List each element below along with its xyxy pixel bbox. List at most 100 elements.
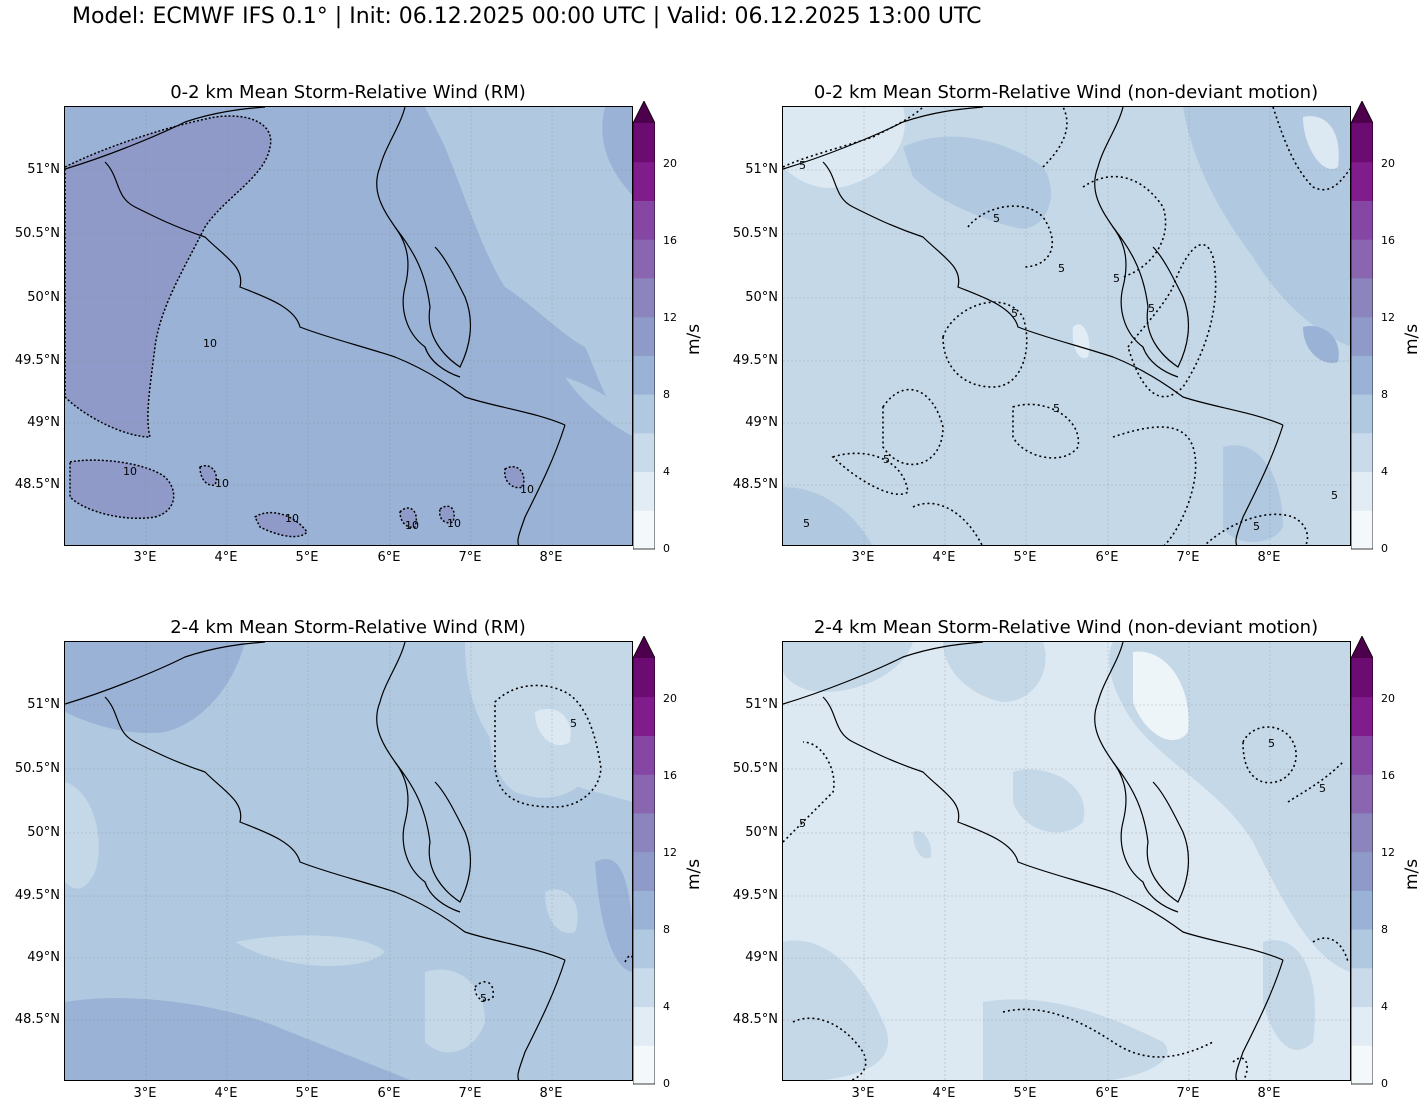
colorbar-band bbox=[1351, 355, 1373, 395]
lat-label: 50°N bbox=[745, 825, 778, 840]
lon-label: 3°E bbox=[851, 550, 875, 565]
colorbar bbox=[1350, 635, 1374, 1086]
map-area[interactable]: 5 5 5 5 5 5 5 5 5 5 5 bbox=[782, 106, 1351, 546]
lat-label: 51°N bbox=[745, 162, 778, 177]
colorbar-band bbox=[633, 735, 655, 775]
lat-label: 49.5°N bbox=[732, 353, 778, 368]
lat-label: 49.5°N bbox=[732, 888, 778, 903]
contour-label: 5 bbox=[993, 212, 1000, 225]
colorbar-band bbox=[633, 1045, 655, 1085]
colorbar-band bbox=[633, 355, 655, 395]
lat-label: 50.5°N bbox=[732, 226, 778, 241]
colorbar-tick: 4 bbox=[663, 465, 670, 478]
colorbar-band bbox=[633, 967, 655, 1008]
colorbar-band bbox=[1351, 123, 1373, 163]
colorbar-outline bbox=[1350, 635, 1374, 1085]
colorbar-band bbox=[633, 161, 655, 201]
colorbar-band bbox=[633, 851, 655, 891]
lat-label: 50.5°N bbox=[14, 226, 60, 241]
colorbar bbox=[1350, 100, 1374, 551]
contour-label: 5 bbox=[1253, 520, 1260, 533]
lon-label: 3°E bbox=[133, 1086, 157, 1101]
lon-label: 5°E bbox=[295, 550, 319, 565]
colorbar-tick: 16 bbox=[663, 234, 677, 247]
colorbar-tick: 0 bbox=[663, 542, 670, 555]
lat-label: 48.5°N bbox=[732, 1012, 778, 1027]
colorbar-band bbox=[1351, 890, 1373, 930]
colorbar-extend-arrow bbox=[1351, 101, 1373, 123]
colorbar-tick: 8 bbox=[1381, 923, 1388, 936]
lon-label: 6°E bbox=[377, 1086, 401, 1101]
lon-label: 8°E bbox=[1257, 1086, 1281, 1101]
colorbar-band bbox=[1351, 1045, 1373, 1085]
lon-label: 8°E bbox=[539, 550, 563, 565]
colorbar-band bbox=[1351, 239, 1373, 279]
contour-label: 5 bbox=[570, 717, 577, 730]
colorbar-band bbox=[633, 658, 655, 698]
lon-label: 7°E bbox=[1176, 1086, 1200, 1101]
colorbar-tick: 0 bbox=[1381, 1077, 1388, 1090]
panel-title: 0-2 km Mean Storm-Relative Wind (non-dev… bbox=[813, 82, 1319, 103]
lon-label: 7°E bbox=[1176, 550, 1200, 565]
colorbar-band bbox=[1351, 735, 1373, 775]
colorbar-tick: 0 bbox=[663, 1077, 670, 1090]
colorbar-band bbox=[1351, 774, 1373, 814]
lon-label: 5°E bbox=[1013, 1086, 1037, 1101]
lon-label: 3°E bbox=[851, 1086, 875, 1101]
lon-label: 8°E bbox=[1257, 550, 1281, 565]
lat-label: 50.5°N bbox=[14, 761, 60, 776]
colorbar-band bbox=[633, 200, 655, 240]
contour-label: 10 bbox=[405, 519, 419, 532]
colorbar-outline bbox=[1350, 100, 1374, 550]
lon-label: 6°E bbox=[1095, 1086, 1119, 1101]
contour-label: 10 bbox=[447, 517, 461, 530]
colorbar-label: m/s bbox=[1402, 323, 1422, 355]
lon-label: 3°E bbox=[133, 550, 157, 565]
panel-title: 2-4 km Mean Storm-Relative Wind (non-dev… bbox=[813, 617, 1319, 638]
contour-label: 5 bbox=[1319, 782, 1326, 795]
contour-label: 5 bbox=[883, 453, 890, 466]
lon-label: 5°E bbox=[295, 1086, 319, 1101]
map-area[interactable]: 5 5 5 bbox=[782, 641, 1351, 1081]
colorbar-band bbox=[633, 510, 655, 550]
colorbar-extend-arrow bbox=[633, 636, 655, 658]
colorbar-band bbox=[1351, 967, 1373, 1008]
colorbar-tick: 4 bbox=[1381, 465, 1388, 478]
lat-label: 51°N bbox=[27, 697, 60, 712]
colorbar-tick: 12 bbox=[663, 311, 677, 324]
map-area[interactable]: 10 10 10 10 10 10 10 bbox=[64, 106, 633, 546]
colorbar-tick: 0 bbox=[1381, 542, 1388, 555]
colorbar-band bbox=[633, 696, 655, 736]
colorbar-tick: 20 bbox=[663, 157, 677, 170]
lon-label: 4°E bbox=[932, 550, 956, 565]
colorbar-band bbox=[1351, 432, 1373, 473]
colorbar-band bbox=[633, 774, 655, 814]
colorbar-extend-arrow bbox=[633, 101, 655, 123]
colorbar-tick: 20 bbox=[1381, 157, 1395, 170]
contour-label: 5 bbox=[1113, 272, 1120, 285]
panel-title: 2-4 km Mean Storm-Relative Wind (RM) bbox=[170, 617, 526, 638]
figure-title: Model: ECMWF IFS 0.1° | Init: 06.12.2025… bbox=[72, 4, 982, 29]
contour-label: 5 bbox=[1053, 402, 1060, 415]
colorbar-tick: 4 bbox=[1381, 1000, 1388, 1013]
lat-label: 48.5°N bbox=[14, 477, 60, 492]
colorbar-tick: 12 bbox=[663, 846, 677, 859]
lon-label: 5°E bbox=[1013, 550, 1037, 565]
colorbar-outline bbox=[632, 635, 656, 1085]
colorbar-tick: 16 bbox=[663, 769, 677, 782]
colorbar-band bbox=[633, 432, 655, 473]
contour-label: 10 bbox=[123, 465, 137, 478]
colorbar-band bbox=[633, 123, 655, 163]
colorbar-band bbox=[1351, 929, 1373, 969]
colorbar-band bbox=[1351, 510, 1373, 550]
contour-label: 5 bbox=[799, 159, 806, 172]
colorbar-tick: 20 bbox=[1381, 692, 1395, 705]
contour-label: 5 bbox=[1148, 302, 1155, 315]
colorbar-tick: 8 bbox=[1381, 388, 1388, 401]
contour-label: 5 bbox=[1268, 737, 1275, 750]
contour-label: 10 bbox=[215, 477, 229, 490]
colorbar-band bbox=[633, 890, 655, 930]
colorbar-tick: 20 bbox=[663, 692, 677, 705]
lon-label: 8°E bbox=[539, 1086, 563, 1101]
